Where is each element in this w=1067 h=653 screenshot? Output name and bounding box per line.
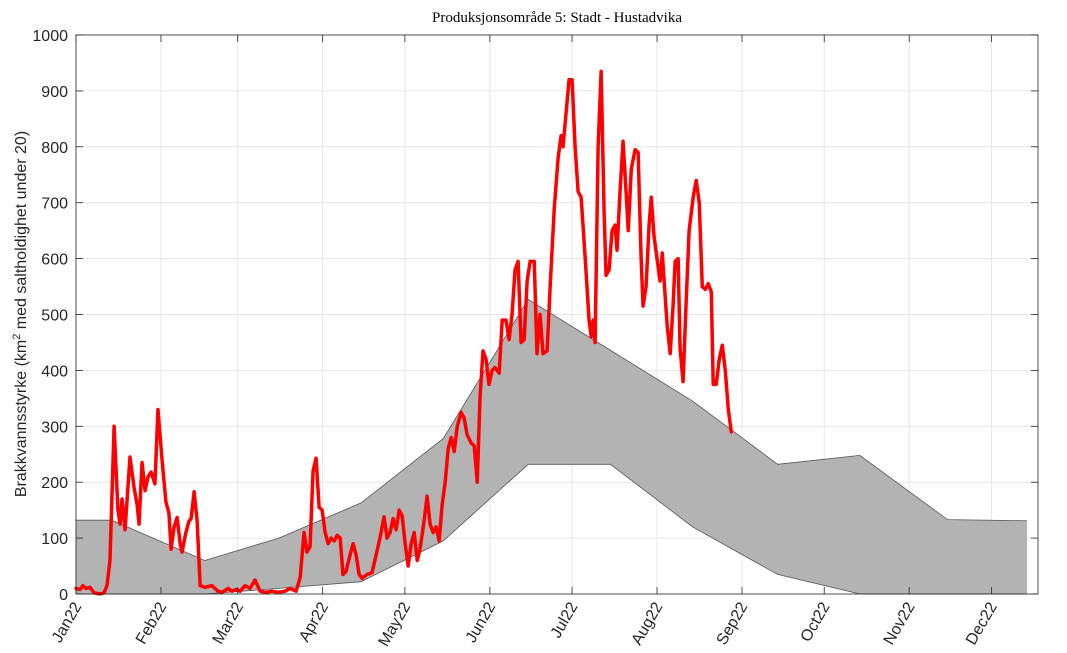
y-tick-label: 400 <box>41 363 68 380</box>
y-tick-label: 300 <box>41 419 68 436</box>
chart-title: Produksjonsområde 5: Stadt - Hustadvika <box>432 10 682 26</box>
y-tick-label: 100 <box>41 531 68 548</box>
y-tick-label: 900 <box>41 84 68 101</box>
y-tick-label: 600 <box>41 252 68 269</box>
band-area <box>76 299 1028 594</box>
y-tick-label: 500 <box>41 308 68 325</box>
y-tick-label: 700 <box>41 196 68 213</box>
band-edge <box>76 298 1028 561</box>
y-axis-label-sup: 2 <box>11 334 23 340</box>
y-tick-label: 200 <box>41 475 68 492</box>
y-axis-label-part: Brakkvannsstyrke (km <box>13 340 30 497</box>
y-tick-label: 0 <box>59 587 68 604</box>
y-tick-label: 800 <box>41 140 68 157</box>
y-axis-label: Brakkvannsstyrke (km2 med saltholdighet … <box>11 131 30 497</box>
y-tick-label: 1000 <box>32 28 68 45</box>
y-axis-label-part: med saltholdighet under 20) <box>13 131 30 334</box>
series-line <box>74 69 734 596</box>
